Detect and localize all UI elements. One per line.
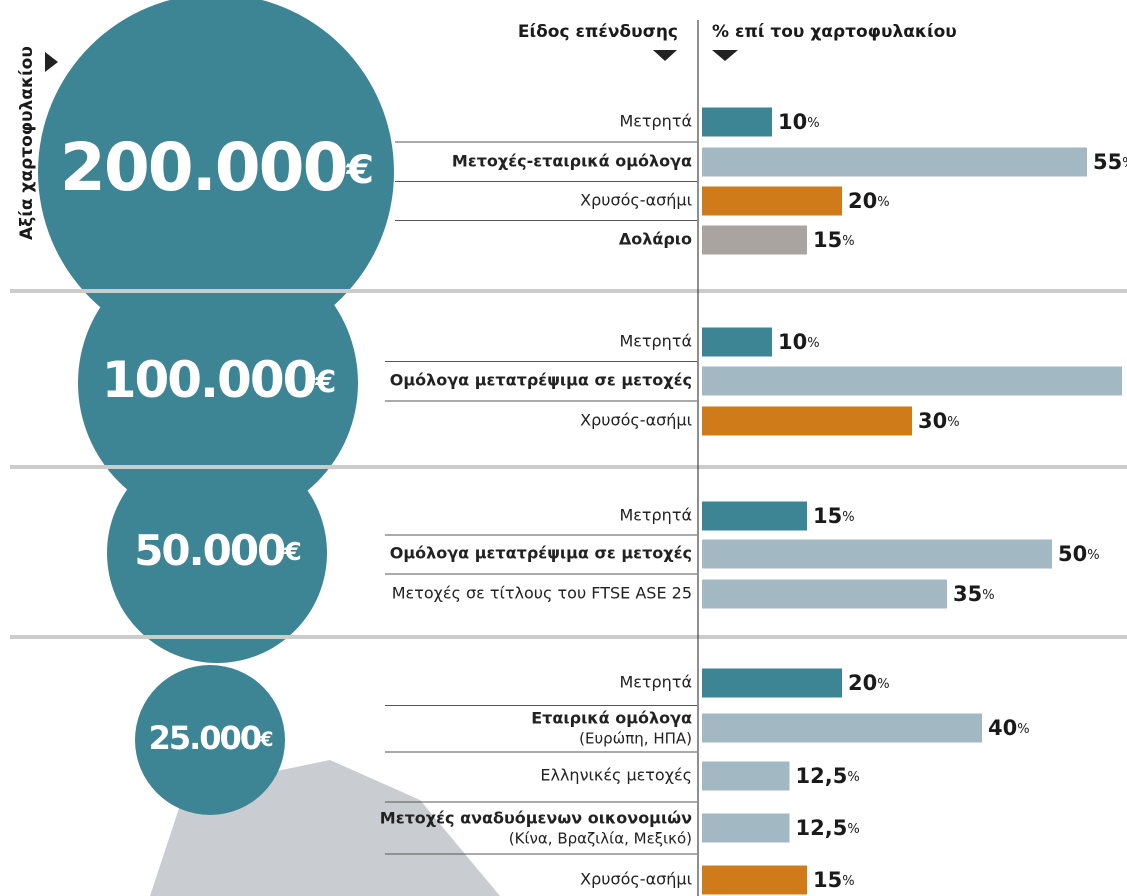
category-label: Ελληνικές μετοχές xyxy=(540,766,692,785)
portfolio-circle xyxy=(78,243,358,523)
bar xyxy=(702,186,842,216)
bar xyxy=(702,813,790,843)
portfolio-circle xyxy=(107,443,327,663)
category-label: Εταιρικά ομόλογα xyxy=(531,709,692,728)
value-label: 15% xyxy=(813,868,855,892)
bar xyxy=(702,366,1122,396)
portfolio-value: 200.000€ xyxy=(60,129,372,206)
portfolio-circle xyxy=(38,0,394,350)
value-label: 40% xyxy=(988,716,1030,740)
value-label: 55% xyxy=(1093,150,1127,174)
arrow xyxy=(712,50,738,61)
category-label: Μετρητά xyxy=(619,332,692,351)
value-label: 35% xyxy=(953,582,995,606)
category-label: Ομόλογα μετατρέψιμα σε μετοχές xyxy=(390,544,692,563)
bar xyxy=(702,713,982,743)
value-label: 10% xyxy=(778,330,820,354)
value-label: 20% xyxy=(848,189,890,213)
category-note: (Κίνα, Βραζιλία, Μεξικό) xyxy=(509,830,692,848)
share-header: % επί του χαρτοφυλακίου xyxy=(712,22,957,42)
category-label: Μετρητά xyxy=(619,112,692,131)
category-label: Χρυσός-ασήμι xyxy=(580,870,692,889)
category-label: Μετοχές-εταιρικά ομόλογα xyxy=(452,152,692,171)
portfolio-value: 100.000€ xyxy=(102,351,335,409)
value-label: 15% xyxy=(813,228,855,252)
bar xyxy=(702,668,842,698)
bar xyxy=(702,225,807,255)
category-label: Μετρητά xyxy=(619,506,692,525)
bar xyxy=(702,761,790,791)
bar xyxy=(702,406,912,436)
value-label: 50% xyxy=(1058,542,1100,566)
value-label: 15% xyxy=(813,504,855,528)
value-axis-label: Αξία χαρτοφυλακίου xyxy=(17,46,37,240)
value-label: 20% xyxy=(848,671,890,695)
bar xyxy=(702,147,1087,177)
value-label: 12,5% xyxy=(796,816,860,840)
category-note: (Ευρώπη, ΗΠΑ) xyxy=(579,730,692,748)
category-label: Μετρητά xyxy=(619,673,692,692)
category-label: Δολάριο xyxy=(619,230,692,249)
category-label: Μετοχές αναδυόμενων οικονομιών xyxy=(380,809,692,828)
portfolio-value: 25.000€ xyxy=(149,719,273,757)
category-label: Χρυσός-ασήμι xyxy=(580,191,692,210)
value-label: 30% xyxy=(918,409,960,433)
portfolio-circle xyxy=(135,665,285,815)
bar xyxy=(702,579,947,609)
bar xyxy=(702,107,772,137)
bar xyxy=(702,865,807,895)
category-label: Μετοχές σε τίτλους του FTSE ASE 25 xyxy=(392,584,692,603)
value-label: 10% xyxy=(778,110,820,134)
category-label: Ομόλογα μετατρέψιμα σε μετοχές xyxy=(390,371,692,390)
arrow xyxy=(653,50,677,61)
portfolio-value: 50.000€ xyxy=(134,526,300,575)
type-header: Είδος επένδυσης xyxy=(518,22,678,42)
bar xyxy=(702,501,807,531)
value-label: 12,5% xyxy=(796,764,860,788)
category-label: Χρυσός-ασήμι xyxy=(580,411,692,430)
bar xyxy=(702,327,772,357)
bar xyxy=(702,539,1052,569)
arrow xyxy=(45,52,58,72)
